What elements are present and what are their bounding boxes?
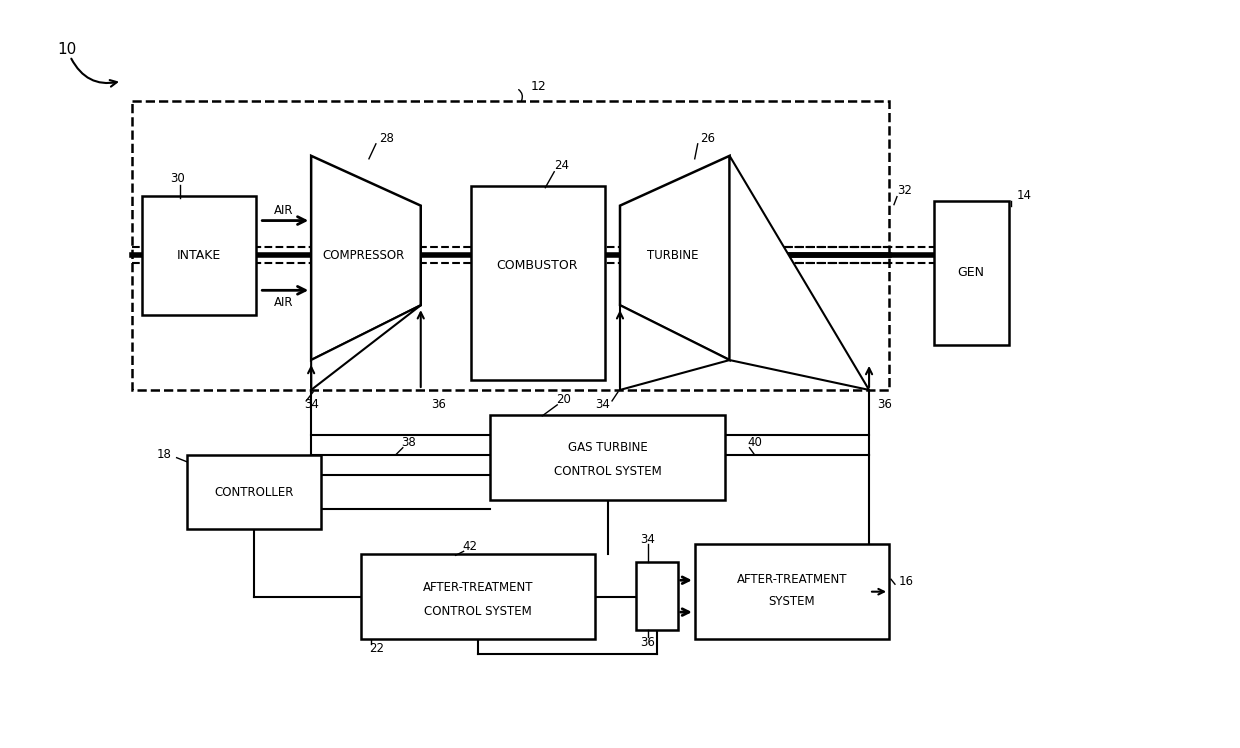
Polygon shape	[620, 156, 729, 360]
Text: 30: 30	[170, 172, 185, 186]
Text: GEN: GEN	[957, 266, 985, 279]
Text: 38: 38	[401, 436, 415, 450]
Text: 22: 22	[370, 643, 384, 655]
Text: CONTROLLER: CONTROLLER	[215, 485, 294, 499]
Polygon shape	[311, 156, 420, 360]
Text: 18: 18	[156, 448, 171, 462]
Bar	[934, 200, 1008, 345]
Text: AFTER-TREATMENT: AFTER-TREATMENT	[737, 573, 847, 586]
Bar	[131, 101, 889, 390]
Text: COMBUSTOR: COMBUSTOR	[496, 259, 578, 272]
Bar	[694, 545, 889, 639]
Text: 16: 16	[899, 574, 914, 588]
Text: AFTER-TREATMENT: AFTER-TREATMENT	[423, 580, 533, 594]
Polygon shape	[729, 156, 869, 390]
Text: 26: 26	[699, 132, 714, 145]
Text: 20: 20	[557, 393, 572, 406]
Text: CONTROL SYSTEM: CONTROL SYSTEM	[424, 604, 532, 618]
Polygon shape	[620, 305, 729, 390]
Text: TURBINE: TURBINE	[647, 249, 698, 262]
Text: COMPRESSOR: COMPRESSOR	[322, 249, 405, 262]
Text: AIR: AIR	[274, 295, 293, 309]
Text: 36: 36	[640, 636, 655, 649]
Polygon shape	[311, 305, 420, 390]
Text: AIR: AIR	[274, 204, 293, 217]
Text: CONTROL SYSTEM: CONTROL SYSTEM	[554, 465, 661, 478]
Text: 36: 36	[877, 399, 892, 411]
Bar	[186, 455, 321, 530]
Text: 14: 14	[1017, 189, 1032, 202]
Text: 34: 34	[640, 533, 655, 546]
Bar	[470, 186, 605, 380]
Text: 40: 40	[748, 436, 763, 450]
Text: SYSTEM: SYSTEM	[769, 595, 815, 607]
Text: 42: 42	[463, 540, 477, 553]
Text: GAS TURBINE: GAS TURBINE	[568, 441, 647, 454]
Text: 12: 12	[531, 79, 546, 93]
Text: 32: 32	[897, 184, 911, 197]
Bar	[491, 415, 724, 500]
Bar	[141, 196, 257, 315]
Text: 34: 34	[304, 399, 319, 411]
Text: 34: 34	[595, 399, 610, 411]
Bar	[636, 562, 678, 630]
Text: 24: 24	[554, 159, 569, 172]
Text: INTAKE: INTAKE	[176, 249, 221, 262]
Text: 28: 28	[379, 132, 394, 145]
Text: 36: 36	[430, 399, 445, 411]
Text: 10: 10	[57, 42, 77, 57]
Bar	[361, 554, 595, 639]
